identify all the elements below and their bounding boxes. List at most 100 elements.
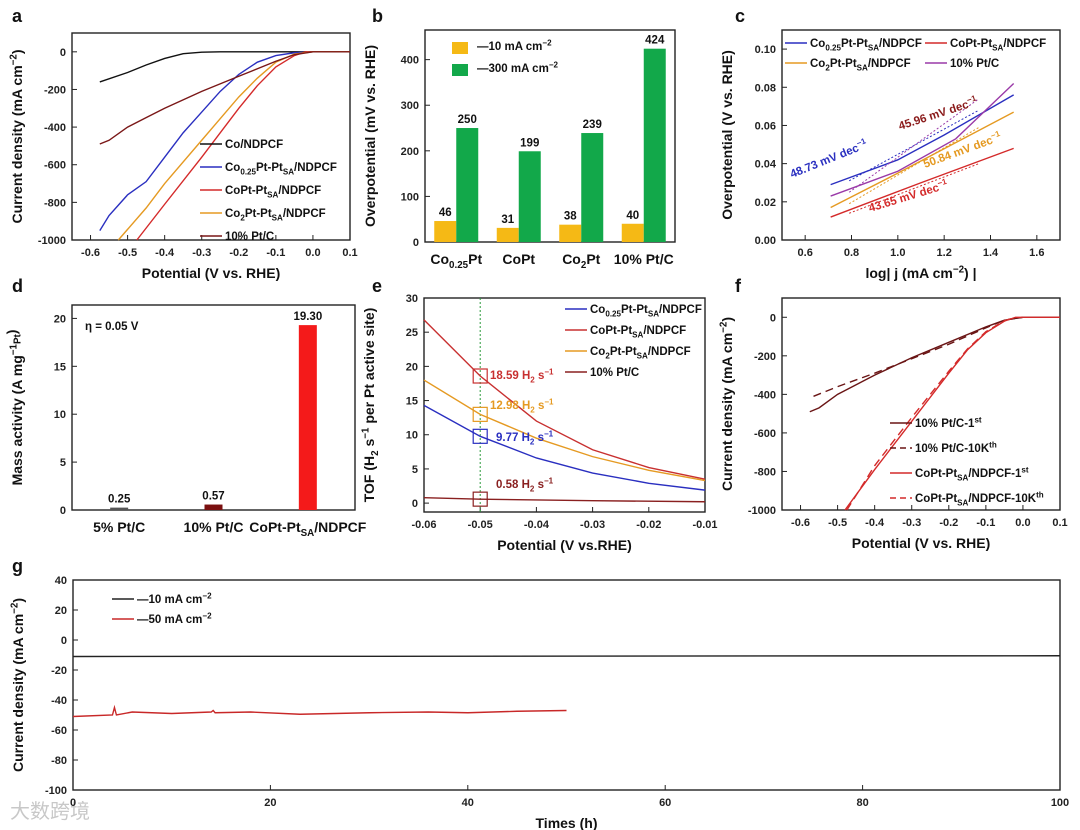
bar-value-label: 40 [626, 210, 639, 222]
x-axis-label: Potential (V vs. RHE) [852, 535, 990, 551]
category-label: 10% Pt/C [184, 519, 244, 535]
x-tick-label: 0.6 [798, 247, 813, 259]
text-span: 48.73 mV dec [789, 142, 862, 181]
text-span: Current density (mA cm [719, 333, 735, 491]
fit-line [848, 98, 980, 193]
text-span: −2 [202, 611, 212, 620]
y-tick-label: -1000 [38, 235, 66, 247]
text-span: 5 [412, 464, 418, 476]
text-span: −1 [544, 367, 554, 376]
bar [456, 128, 479, 242]
text-span: SA [992, 43, 1003, 52]
text-span: /NDPCF [283, 208, 326, 220]
x-tick-label: 0.0 [1015, 517, 1030, 529]
text-span: 5 [60, 457, 66, 469]
text-span: -40 [51, 695, 67, 707]
panel-a: a 0 -200 -400 -600 -800 -1000 -0.6 -0.5 -0.4 -0.3 -… [8, 6, 357, 281]
y-tick-label: 0 [413, 237, 419, 249]
legend-label: 10% Pt/C [590, 367, 639, 379]
text-span: 0.08 [755, 82, 776, 94]
text-span: CoPt-Pt [590, 325, 632, 337]
text-span: 100 [1051, 797, 1069, 809]
text-span: 10% Pt/C [184, 519, 244, 535]
text-span: 400 [401, 55, 419, 67]
text-span: −1 [855, 136, 867, 148]
text-span: d [12, 276, 23, 296]
text-span: −2 [549, 60, 559, 69]
text-span: SA [648, 309, 659, 318]
x-tick-label: -0.2 [229, 247, 248, 259]
legend-label: —300 mA cm−2 [477, 60, 559, 75]
x-tick-label: -0.3 [902, 517, 921, 529]
text-span: 300 [401, 100, 419, 112]
bar [518, 151, 541, 242]
text-span: 40 [462, 797, 474, 809]
y-tick-label: 0.02 [755, 197, 776, 209]
text-span: Potential (V vs. RHE) [142, 265, 280, 281]
y-tick-label: -400 [754, 389, 776, 401]
text-span: 100 [401, 191, 419, 203]
watermark: 大数跨境 [10, 800, 90, 823]
data-marker [472, 491, 488, 507]
text-span: g [12, 556, 23, 576]
text-span: -0.02 [636, 519, 661, 531]
text-span: 0 [413, 237, 419, 249]
text-span: Pt [13, 334, 24, 345]
y-tick-label: 0 [61, 635, 67, 647]
y-axis-label: Current density (mA cm−2) [718, 317, 735, 491]
x-tick-label: -0.2 [939, 517, 958, 529]
text-span: /NDPCF [868, 58, 911, 70]
bar [298, 325, 317, 510]
text-span: SA [857, 63, 868, 72]
legend-label: CoPt-PtSA/NDPCF [590, 325, 686, 339]
x-tick-label: -0.3 [192, 247, 211, 259]
legend-swatch [452, 42, 468, 54]
y-tick-label: 10 [54, 409, 66, 421]
text-span: 30 [406, 293, 418, 305]
y-axis-label: Mass activity (A mg−1Pt) [3, 330, 25, 486]
text-span: -0.06 [411, 519, 436, 531]
text-span: -0.01 [692, 519, 717, 531]
text-span: 0.6 [798, 247, 813, 259]
data-marker [472, 368, 488, 384]
x-tick-label: 0.0 [305, 247, 320, 259]
text-span: 0.1 [1052, 517, 1067, 529]
text-span: 25 [406, 327, 418, 339]
category-label: CoPt-PtSA/NDPCF [249, 519, 367, 539]
text-span: -0.2 [229, 247, 248, 259]
y-axis-label: Current density (mA cm−2) [9, 598, 26, 772]
text-span: Current density (mA cm [9, 65, 25, 223]
bar-value-label: 199 [520, 137, 539, 149]
y-axis-label: Overpotential (mV vs. RHE) [362, 45, 378, 227]
annotation: 50.84 mV dec−1 [921, 129, 1004, 171]
panel-label: c [735, 6, 745, 26]
panel-label: e [372, 276, 382, 296]
bar [621, 223, 644, 242]
text-span: 2 [581, 260, 587, 271]
y-tick-label: 5 [60, 457, 66, 469]
text-span: Co [810, 58, 825, 70]
series-line [844, 316, 1060, 511]
text-span: SA [637, 351, 648, 360]
category-label: 10% Pt/C [614, 251, 674, 267]
text-span: 0.00 [755, 235, 776, 247]
text-span: /NDPCF-10K [968, 493, 1036, 505]
text-span: Co [810, 38, 825, 50]
text-span: 40 [55, 575, 67, 587]
y-tick-label: -200 [44, 84, 66, 96]
bar [559, 224, 582, 242]
legend-label: Co/NDPCF [225, 139, 283, 151]
text-span: 10% Pt/C-1 [915, 418, 975, 430]
text-span: −2 [542, 38, 552, 47]
panel-d: d 0 5 10 15 20 Mass activity (A mg−1Pt) 5% Pt/C… [3, 276, 366, 539]
y-tick-label: -40 [51, 695, 67, 707]
text-span: Overpotential (V vs. RHE) [719, 50, 735, 220]
text-span: Co/NDPCF [225, 139, 283, 151]
text-span: −2 [953, 264, 965, 275]
text-span: 10% Pt/C [225, 231, 274, 243]
y-tick-label: -800 [754, 466, 776, 478]
y-tick-label: 25 [406, 327, 418, 339]
annotation: 0.58 H2 s−1 [496, 476, 554, 493]
